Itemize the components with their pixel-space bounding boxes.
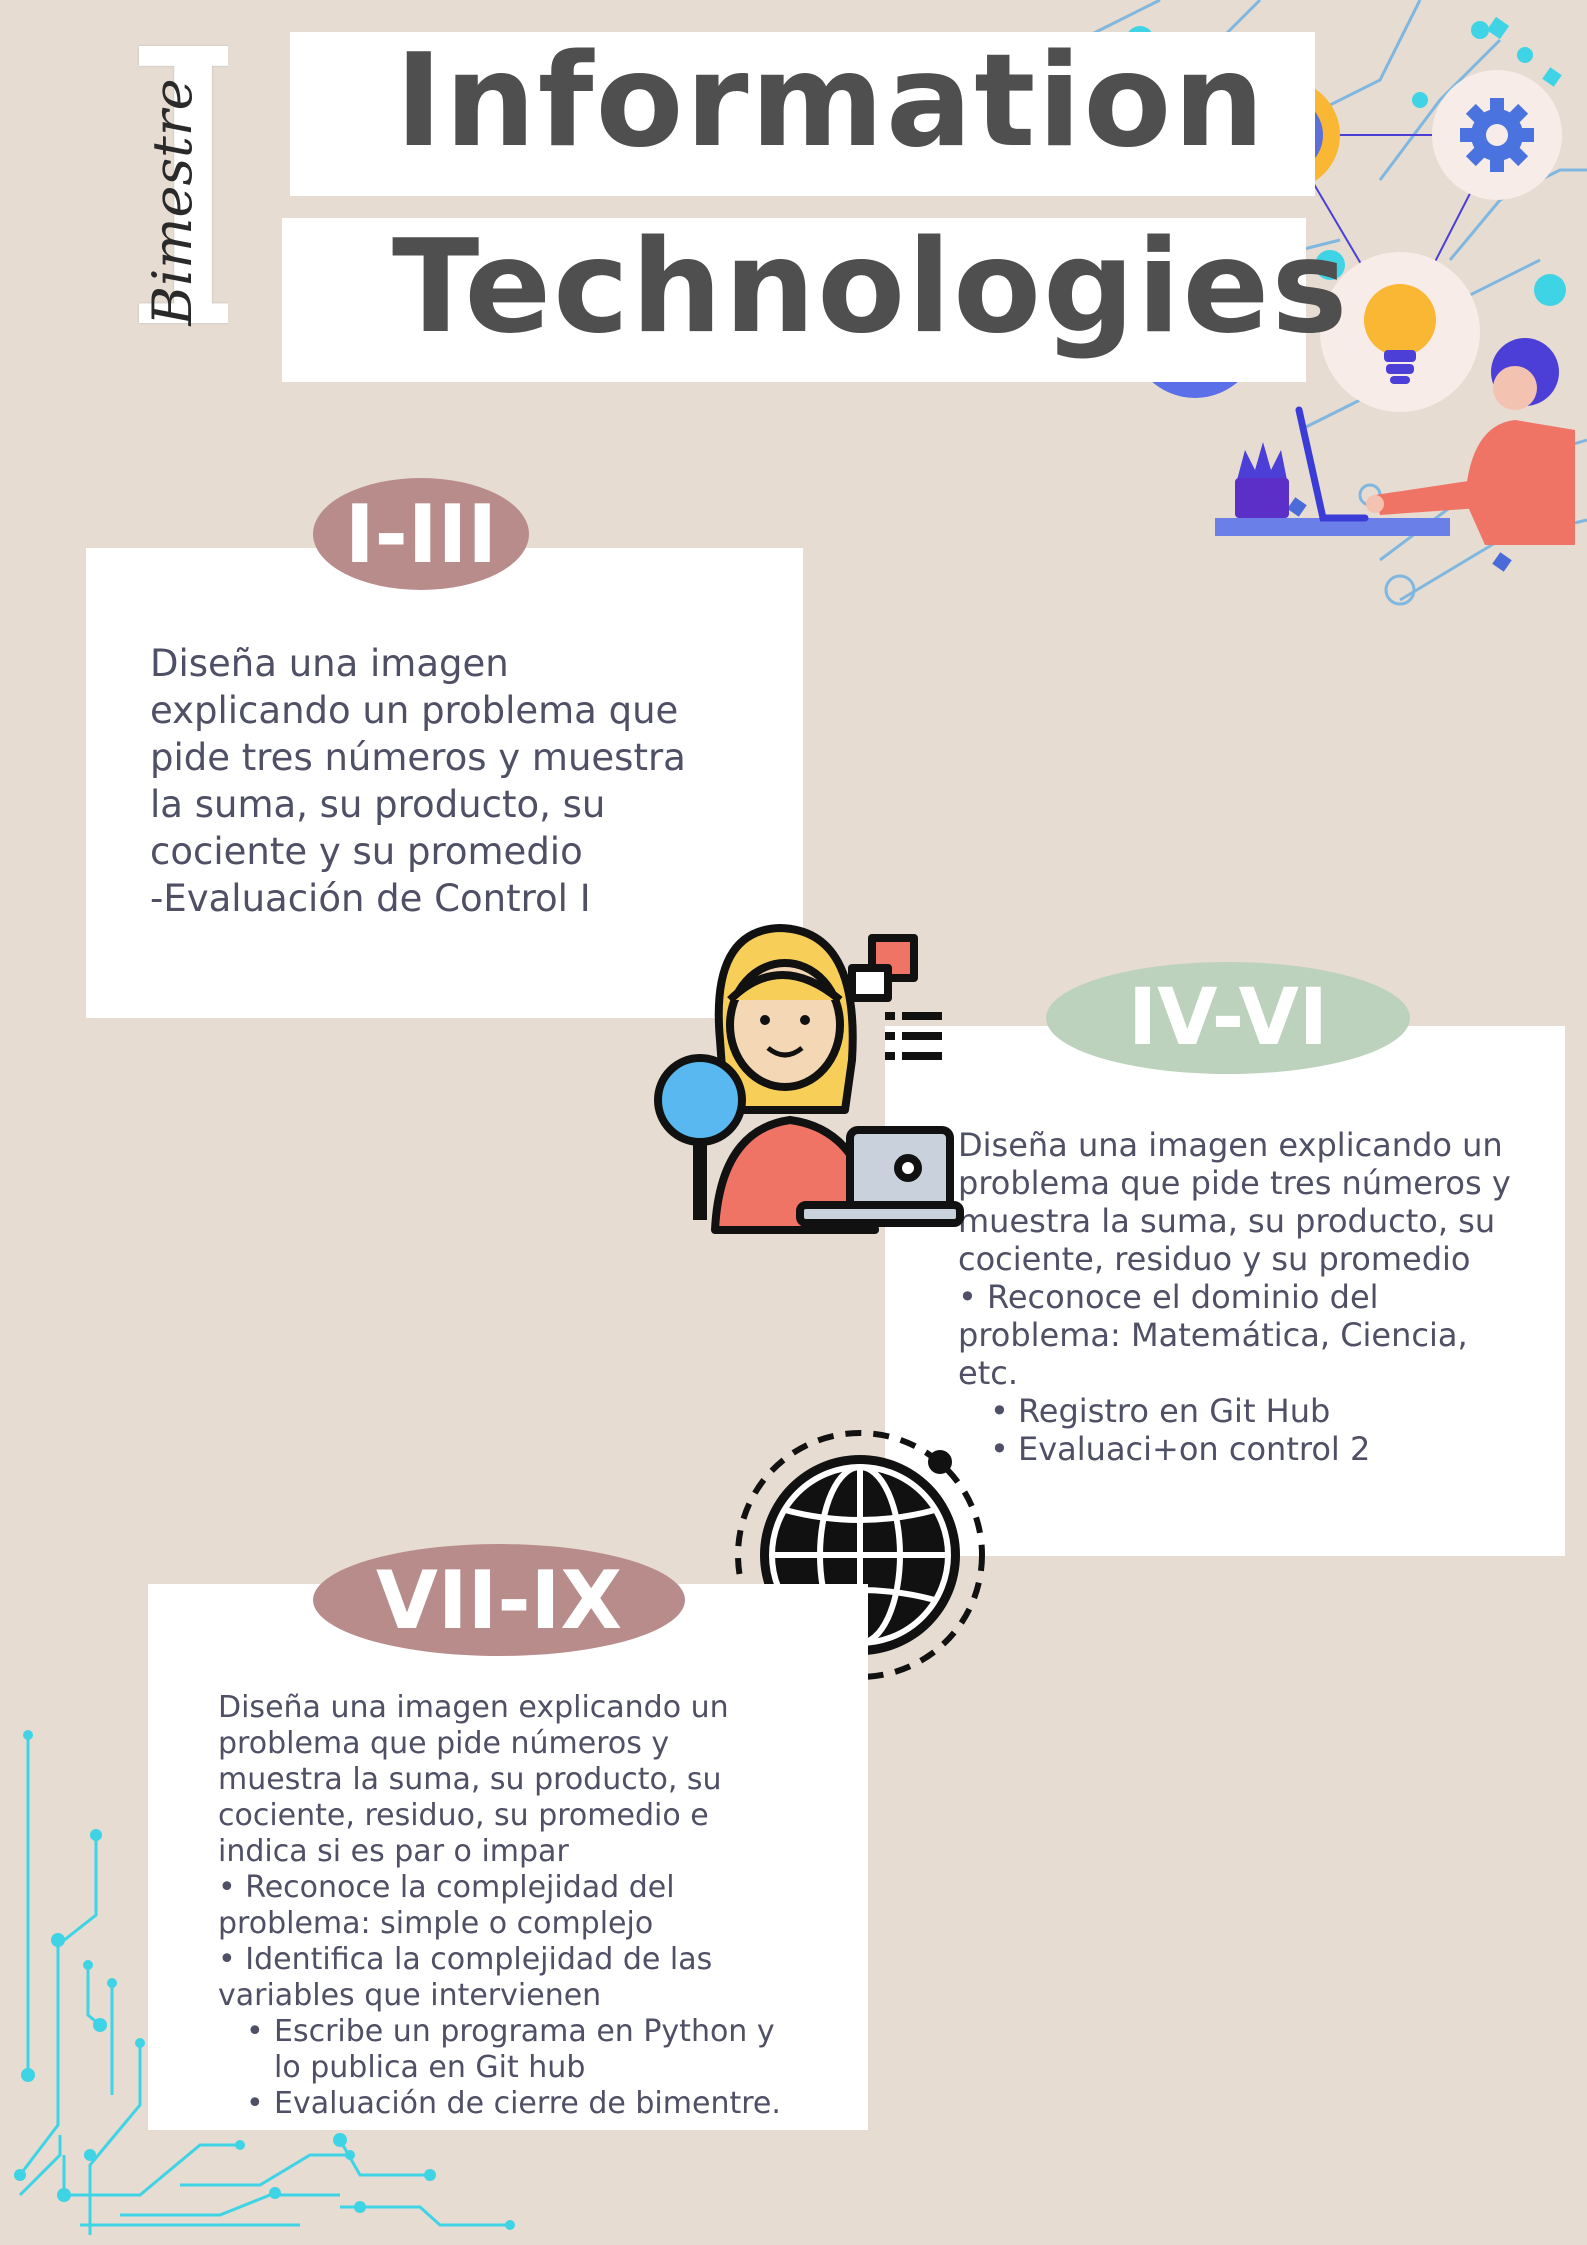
bimester-script: Bimestre [141,78,204,326]
section-1-line: cociente y su promedio [150,830,583,873]
section-badge-1: I-III [313,478,529,590]
section-3-line: Diseña una imagen explicando un [218,1690,729,1725]
page-title-line2: Technologies [392,213,1350,362]
section-1-line: explicando un problema que [150,689,679,732]
section-3-line: problema que pide números y [218,1726,670,1761]
section-1-line: -Evaluación de Control I [150,877,591,920]
section-3-line: • Identifica la complejidad de las [218,1942,713,1977]
section-3-line: variables que intervienen [218,1978,602,2013]
section-2-bullets: Registro en Git Hub Evaluaci+on control … [958,1392,1558,1468]
section-1-line: pide tres números y muestra [150,736,686,779]
gear-icon [1432,70,1562,200]
section-3-bullet: Evaluación de cierre de bimentre. [246,2086,794,2122]
section-3-line: • Reconoce la complejidad del [218,1870,675,1905]
section-2-bullet: Registro en Git Hub [990,1392,1558,1430]
section-3-line: cociente, residuo, su promedio e [218,1798,709,1833]
bimester-label: I Bimestre [118,16,228,368]
section-2-line: • Reconoce el dominio del [958,1278,1379,1316]
circuit-lines-icon [14,1730,515,2235]
section-card-1 [86,548,803,1018]
section-2-line: problema que pide tres números y [958,1164,1511,1202]
person-at-laptop-icon [1215,338,1575,545]
plant-icon [1235,442,1289,518]
section-2-bullet: Evaluaci+on control 2 [990,1430,1558,1468]
section-text-3: Diseña una imagen explicando un problema… [218,1690,838,2122]
lightbulb-icon [1320,252,1480,412]
title-band-1 [290,32,1315,196]
page-title-line1: Information [395,27,1267,176]
section-3-line: muestra la suma, su producto, su [218,1762,722,1797]
title-band-2 [282,218,1306,382]
section-3-bullets: Escribe un programa en Python y lo publi… [218,2014,794,2122]
section-text-2: Diseña una imagen explicando un problema… [958,1126,1558,1468]
section-2-line: etc. [958,1354,1018,1392]
section-badge-3: VII-IX [313,1544,685,1656]
section-3-bullet: Escribe un programa en Python y lo publi… [246,2014,794,2086]
bimester-numeral: I [118,16,228,368]
section-1-line: Diseña una imagen [150,642,509,685]
section-2-line: problema: Matemática, Ciencia, [958,1316,1468,1354]
section-3-line: problema: simple o complejo [218,1906,654,1941]
section-2-line: muestra la suma, su producto, su [958,1202,1496,1240]
section-3-line: indica si es par o impar [218,1834,569,1869]
section-1-line: la suma, su producto, su [150,783,606,826]
section-2-line: Diseña una imagen explicando un [958,1126,1503,1164]
section-2-line: cociente, residuo y su promedio [958,1240,1471,1278]
section-text-1: Diseña una imagen explicando un problema… [150,640,770,922]
researcher-icon [654,924,964,1234]
section-badge-2: IV-VI [1046,962,1410,1074]
